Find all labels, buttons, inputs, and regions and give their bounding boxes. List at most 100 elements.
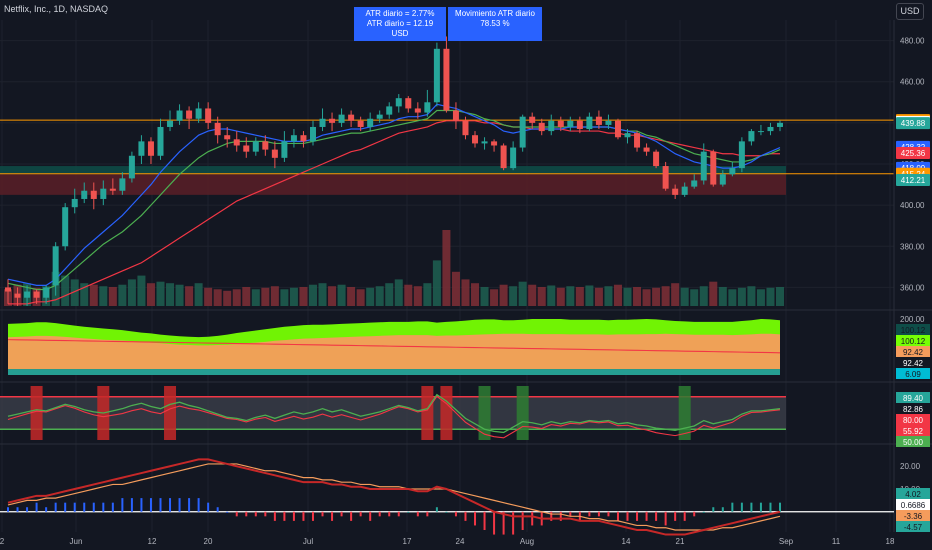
atr-daily-pct: ATR diario = 2.77%	[365, 9, 435, 18]
volume-bar	[337, 284, 346, 306]
x-tick-label: 21	[676, 537, 685, 546]
volume-bar	[699, 286, 708, 306]
atr-box-left: ATR diario = 2.77% ATR diario = 12.19 US…	[354, 7, 446, 41]
candle-body	[271, 149, 278, 158]
candle-body	[443, 48, 450, 111]
atr-daily-usd: ATR diario = 12.19 USD	[366, 19, 434, 38]
x-tick-label: Aug	[520, 537, 534, 546]
volume-bar	[461, 279, 470, 306]
volume-bar	[451, 271, 460, 306]
candle-body	[672, 188, 679, 195]
volume-bar	[261, 287, 270, 306]
macd-histogram-bar	[483, 511, 486, 530]
macd-histogram-bar	[454, 511, 457, 517]
macd-histogram-bar	[569, 511, 572, 517]
macd-histogram-bar	[73, 502, 76, 512]
ind1-orange-area	[8, 333, 780, 370]
candle-body	[290, 135, 297, 142]
volume-bar	[499, 284, 508, 306]
macd-histogram-bar	[750, 502, 753, 512]
x-tick-label: 24	[456, 537, 465, 546]
macd-histogram-bar	[121, 498, 124, 512]
macd-histogram-bar	[645, 511, 648, 521]
candle-body	[767, 126, 774, 132]
macd-histogram-bar	[693, 511, 696, 517]
volume-bar	[213, 289, 222, 306]
macd-histogram-bar	[674, 511, 677, 521]
price-label: 412.21	[901, 176, 926, 185]
volume-bar	[127, 279, 136, 306]
y-tick-label: 380.00	[900, 242, 925, 251]
candle-body	[262, 141, 269, 150]
ind1-red-line	[7, 339, 781, 354]
ind1-label-bg	[896, 346, 930, 357]
macd-histogram-bar	[731, 502, 734, 512]
volume-bar	[204, 287, 213, 306]
x-tick-label: 2	[0, 537, 5, 546]
volume-bar	[194, 283, 203, 306]
volume-bar	[118, 284, 127, 306]
volume-bar	[432, 260, 441, 306]
volume-bar	[661, 286, 670, 306]
macd-histogram-bar	[369, 511, 372, 521]
volume-bar	[404, 284, 413, 306]
macd-histogram-bar	[102, 502, 105, 512]
volume-bar	[232, 289, 241, 306]
volume-bar	[594, 287, 603, 306]
macd-histogram-bar	[683, 511, 686, 521]
volume-bar	[299, 287, 308, 306]
ind2-label: 82.86	[903, 405, 924, 414]
macd-histogram-bar	[321, 511, 324, 517]
ind2-label: 55.92	[903, 427, 924, 436]
volume-bar	[737, 287, 746, 306]
rsi-signal-red	[164, 386, 177, 440]
macd-histogram-bar	[426, 511, 429, 517]
candle-body	[376, 114, 383, 119]
candle-body	[424, 102, 431, 113]
macd-histogram-bar	[216, 507, 219, 512]
candle-body	[5, 287, 11, 292]
candle-body	[700, 151, 707, 181]
candle-body	[433, 48, 440, 103]
candle-body	[386, 106, 393, 115]
volume-bar	[756, 289, 765, 306]
volume-bar	[185, 286, 194, 306]
rsi-line	[7, 393, 781, 434]
candle-body	[538, 122, 545, 132]
ema-slow-line	[8, 120, 780, 305]
candle-body	[281, 141, 288, 158]
macd-histogram-bar	[779, 502, 781, 512]
macd-histogram-bar	[54, 502, 57, 512]
macd-histogram-bar	[521, 511, 524, 530]
currency-button[interactable]: USD	[896, 3, 924, 20]
volume-bar	[480, 287, 489, 306]
ind2-label-bg	[896, 436, 930, 447]
volume-bar	[690, 289, 699, 306]
volume-bar	[328, 286, 337, 306]
price-label: 425.36	[901, 149, 926, 158]
volume-bar	[728, 289, 737, 306]
macd-histogram-bar	[7, 507, 9, 512]
volume-bar	[108, 287, 117, 306]
macd-histogram-bar	[597, 511, 600, 517]
candle-body	[414, 108, 421, 113]
x-tick-label: Sep	[779, 537, 794, 546]
rsi-signal-red	[30, 386, 43, 440]
macd-histogram-bar	[283, 511, 286, 521]
candle-body	[719, 174, 726, 185]
volume-bar	[747, 286, 756, 306]
candle-body	[757, 131, 764, 133]
volume-bar	[613, 284, 622, 306]
macd-histogram-bar	[273, 511, 276, 521]
ind1-label-bg	[896, 368, 930, 379]
candle-body	[90, 190, 97, 199]
candle-body	[548, 120, 555, 132]
macd-histogram-bar	[245, 511, 248, 517]
ind3-label: -3.36	[904, 512, 923, 521]
candle-body	[510, 147, 517, 169]
volume-bar	[166, 283, 175, 306]
candle-body	[472, 135, 479, 144]
price-label-bg	[896, 174, 930, 187]
candle-body	[233, 139, 240, 146]
